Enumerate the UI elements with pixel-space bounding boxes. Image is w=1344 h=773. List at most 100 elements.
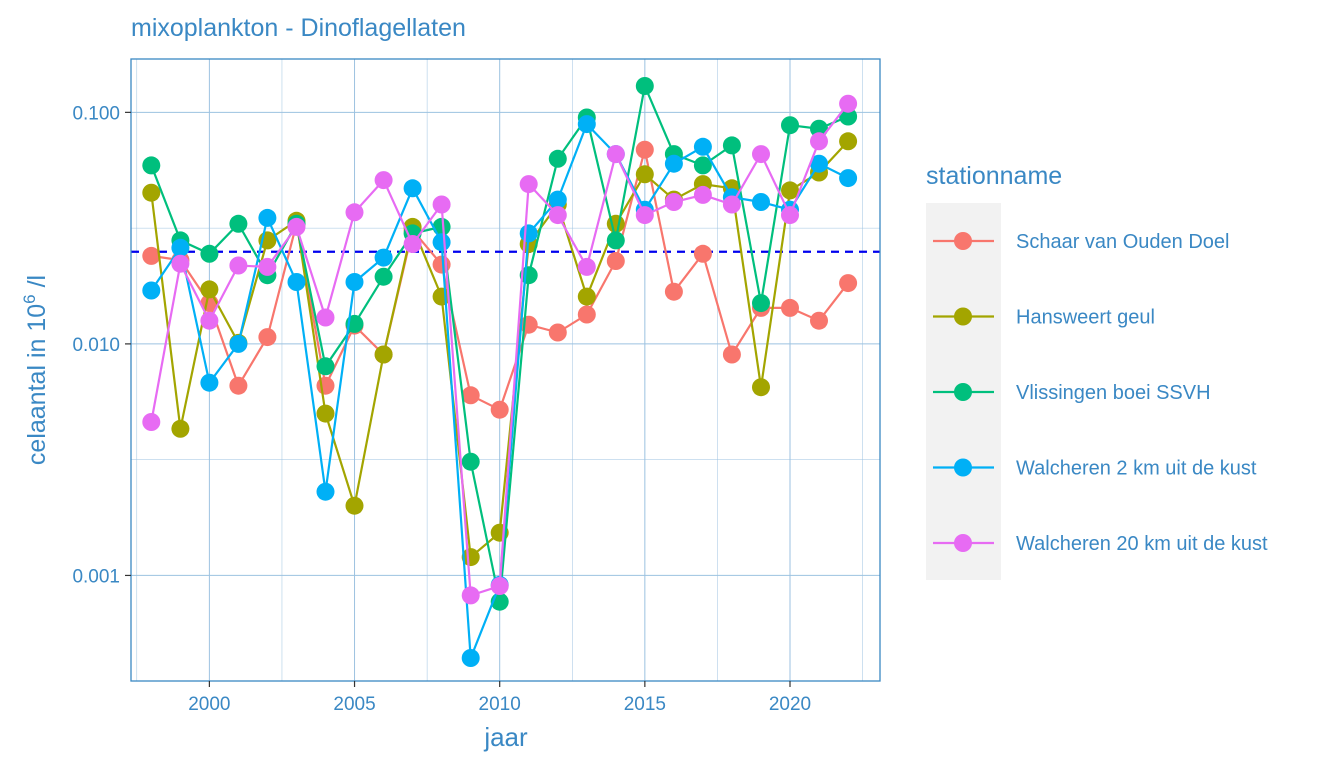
data-point — [345, 203, 364, 222]
data-point — [229, 334, 248, 353]
x-tick-label: 2010 — [479, 694, 521, 715]
x-tick-label: 2020 — [769, 694, 811, 715]
data-point — [461, 586, 480, 605]
y-axis-label-superscript: 6 — [20, 294, 39, 303]
data-point — [577, 287, 596, 306]
data-point — [548, 149, 567, 168]
data-point — [461, 386, 480, 405]
data-point — [432, 217, 451, 236]
x-axis-label: jaar — [483, 722, 528, 752]
data-point — [142, 156, 161, 175]
data-point — [229, 256, 248, 275]
data-point — [519, 175, 538, 194]
data-point — [606, 231, 625, 250]
data-point — [577, 257, 596, 276]
data-point — [403, 179, 422, 198]
data-point — [606, 145, 625, 164]
data-point — [461, 452, 480, 471]
legend-key-point — [954, 307, 972, 326]
data-point — [345, 496, 364, 515]
data-point — [693, 185, 712, 204]
series — [142, 94, 858, 605]
data-point — [606, 252, 625, 270]
panel-border — [130, 58, 881, 682]
data-point — [810, 119, 828, 138]
data-point — [781, 181, 799, 200]
legend-key-point — [954, 232, 972, 250]
data-point — [752, 145, 770, 164]
data-point — [316, 308, 335, 327]
data-point — [258, 208, 277, 227]
data-point — [752, 294, 770, 313]
legend-key-point — [954, 383, 972, 401]
data-point — [142, 413, 161, 431]
legend-label: Hansweert geul — [1016, 307, 1155, 329]
legend-item: Walcheren 2 km uit de kust — [933, 458, 1257, 480]
data-point — [752, 193, 770, 211]
data-point — [142, 246, 161, 265]
y-tick-label: 0.010 — [72, 335, 120, 356]
data-point — [374, 345, 393, 364]
data-point — [693, 156, 712, 175]
data-point — [490, 400, 509, 419]
legend-title: stationname — [926, 162, 1062, 190]
data-point — [142, 281, 161, 300]
data-point — [839, 107, 858, 126]
data-point — [839, 169, 858, 188]
data-point — [258, 328, 277, 347]
data-point — [316, 376, 335, 395]
data-point — [722, 345, 741, 364]
data-point — [461, 649, 480, 667]
data-point — [664, 193, 683, 211]
data-point — [577, 305, 596, 324]
y-tick-label: 0.001 — [72, 566, 120, 587]
legend-key-point — [954, 534, 972, 552]
data-point — [781, 206, 799, 225]
data-point — [810, 132, 828, 151]
chart-title: mixoplankton - Dinoflagellaten — [131, 14, 466, 42]
legend-item: Vlissingen boei SSVH — [933, 382, 1211, 404]
data-point — [722, 195, 741, 214]
data-point — [664, 282, 683, 301]
data-point — [200, 311, 219, 330]
x-tick-label: 2015 — [624, 694, 666, 715]
x-tick-label: 2005 — [333, 694, 375, 715]
data-point — [374, 171, 393, 190]
data-point — [432, 195, 451, 214]
data-point — [287, 217, 306, 236]
legend: stationname Schaar van Ouden Doel Hanswee… — [926, 162, 1268, 580]
data-point — [287, 273, 306, 291]
data-point — [635, 77, 654, 95]
data-point — [519, 224, 538, 243]
series-group — [142, 77, 858, 667]
legend-item: Walcheren 20 km uit de kust — [933, 533, 1268, 555]
data-point — [722, 136, 741, 155]
legend-items: Schaar van Ouden Doel Hansweert geul Vliss… — [933, 231, 1268, 555]
data-point — [810, 154, 828, 173]
data-point — [548, 323, 567, 342]
data-point — [839, 274, 858, 293]
data-point — [548, 206, 567, 225]
data-point — [200, 373, 219, 392]
legend-label: Walcheren 20 km uit de kust — [1016, 533, 1268, 555]
legend-key-point — [954, 458, 972, 477]
data-point — [693, 137, 712, 156]
data-point — [316, 482, 335, 501]
y-axis-label-suffix: /l — [23, 275, 51, 294]
data-point — [810, 311, 828, 330]
data-point — [374, 248, 393, 267]
data-point — [461, 548, 480, 567]
series — [142, 77, 858, 611]
data-point — [839, 132, 858, 151]
data-point — [316, 404, 335, 423]
data-point — [635, 140, 654, 159]
data-point — [693, 244, 712, 263]
data-point — [229, 376, 248, 395]
series — [142, 140, 858, 419]
data-point — [200, 244, 219, 263]
legend-item: Hansweert geul — [933, 307, 1155, 329]
data-point — [345, 273, 364, 291]
data-point — [316, 357, 335, 376]
